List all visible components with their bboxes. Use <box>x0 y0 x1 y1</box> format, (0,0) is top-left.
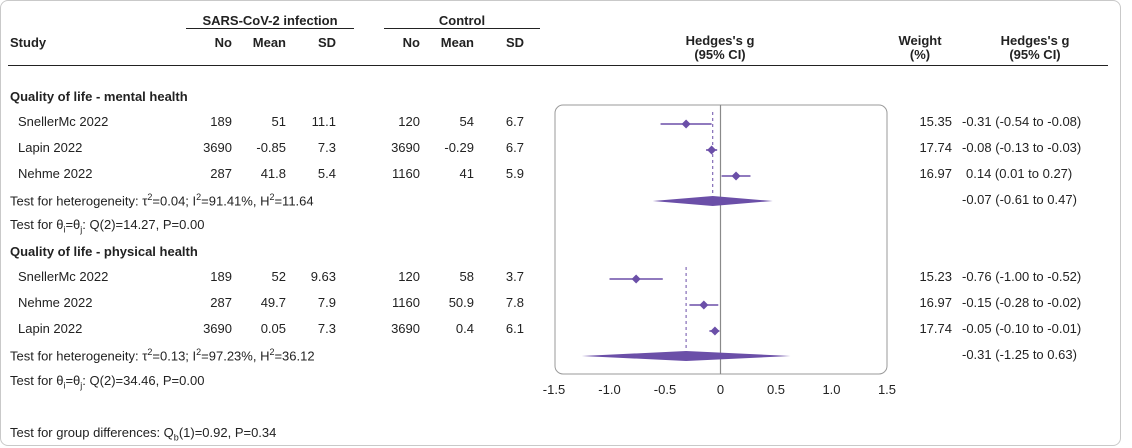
theta-test: Test for θi=θj: Q(2)=14.27, P=0.00 <box>10 217 205 235</box>
col-header-sd1: SD <box>317 35 336 50</box>
point-estimate-marker <box>699 300 709 310</box>
col-header-n2: No <box>402 35 420 50</box>
col-header-n1: No <box>214 35 232 50</box>
sd1-value: 9.63 <box>310 269 336 284</box>
pooled-diamond <box>581 351 791 361</box>
weight-header: Weight <box>898 33 942 48</box>
mean1-value: 41.8 <box>260 166 286 181</box>
n1-value: 287 <box>210 295 232 310</box>
x-tick-label: 0.5 <box>767 382 785 397</box>
sd1-value: 7.3 <box>317 321 336 336</box>
n2-value: 3690 <box>391 321 420 336</box>
study-name: SnellerMc 2022 <box>18 114 109 129</box>
sd2-value: 6.7 <box>505 114 524 129</box>
effect-header: Hedges's g <box>685 33 755 48</box>
sd1-value: 11.1 <box>311 114 336 129</box>
point-estimate-marker <box>707 145 717 155</box>
study-name: Lapin 2022 <box>18 321 83 336</box>
heterogeneity-test: Test for heterogeneity: τ2=0.04; I2=91.4… <box>10 192 314 209</box>
col-header-mean1: Mean <box>252 35 286 50</box>
n2-value: 1160 <box>392 295 420 310</box>
mean1-value: -0.85 <box>256 140 286 155</box>
study-name: Lapin 2022 <box>18 140 83 155</box>
n1-value: 3690 <box>203 140 232 155</box>
n2-value: 3690 <box>391 140 420 155</box>
group2-header: Control <box>384 13 540 29</box>
weight-unit-header: (%) <box>909 47 931 62</box>
n1-value: 189 <box>210 114 232 129</box>
sd1-value: 5.4 <box>317 166 336 181</box>
ci-text: -0.05 (-0.10 to -0.01) <box>962 321 1082 336</box>
point-estimate-marker <box>710 326 720 336</box>
mean2-value: 41 <box>459 166 474 181</box>
mean2-value: 54 <box>459 114 474 129</box>
mean2-value: 0.4 <box>455 321 474 336</box>
sd1-value: 7.3 <box>317 140 336 155</box>
n2-value: 120 <box>398 114 420 129</box>
weight-value: 15.35 <box>919 114 952 129</box>
sd2-value: 3.7 <box>505 269 524 284</box>
point-estimate-marker <box>731 171 741 181</box>
ci-text: -0.76 (-1.00 to -0.52) <box>962 269 1082 284</box>
point-estimate-marker <box>631 274 641 284</box>
mean2-value: -0.29 <box>444 140 474 155</box>
x-tick-label: 1.0 <box>822 382 840 397</box>
group-differences-test: Test for group differences: Qb(1)=0.92, … <box>10 425 277 443</box>
n2-value: 1160 <box>392 166 420 181</box>
ci-text: -0.31 (-0.54 to -0.08) <box>962 114 1082 129</box>
ci-text: -0.08 (-0.13 to -0.03) <box>962 140 1082 155</box>
sd2-value: 6.7 <box>505 140 524 155</box>
weight-value: 17.74 <box>919 140 952 155</box>
sd2-value: 5.9 <box>505 166 524 181</box>
sd2-value: 6.1 <box>505 321 524 336</box>
mean1-value: 49.7 <box>260 295 286 310</box>
n1-value: 189 <box>210 269 232 284</box>
n2-value: 120 <box>398 269 420 284</box>
n1-value: 287 <box>210 166 232 181</box>
mean2-value: 50.9 <box>448 295 474 310</box>
ci-text: -0.15 (-0.28 to -0.02) <box>962 295 1082 310</box>
x-tick-label: 0 <box>717 382 724 397</box>
group-title-mental: Quality of life - mental health <box>10 89 188 104</box>
x-tick-label: 1.5 <box>878 382 896 397</box>
ci-text: 0.14 (0.01 to 0.27) <box>966 166 1073 181</box>
group1-header: SARS-CoV-2 infection <box>186 13 354 29</box>
heterogeneity-test: Test for heterogeneity: τ2=0.13; I2=97.2… <box>10 347 315 364</box>
x-tick-label: -1.0 <box>598 382 620 397</box>
theta-test: Test for θi=θj: Q(2)=34.46, P=0.00 <box>10 373 205 391</box>
mean1-value: 51 <box>271 114 286 129</box>
pooled-ci-text: -0.31 (-1.25 to 0.63) <box>962 347 1077 362</box>
x-tick-label: -1.5 <box>543 382 565 397</box>
weight-value: 16.97 <box>919 166 952 181</box>
effect-ci-header: (95% CI) <box>694 47 746 62</box>
pooled-diamond <box>652 196 773 206</box>
study-name: SnellerMc 2022 <box>18 269 109 284</box>
weight-value: 16.97 <box>919 295 952 310</box>
study-column-header: Study <box>10 35 47 50</box>
effect-right-header: Hedges's g <box>1000 33 1070 48</box>
col-header-mean2: Mean <box>440 35 474 50</box>
n1-value: 3690 <box>203 321 232 336</box>
point-estimate-marker <box>681 119 691 129</box>
effect-right-ci-header: (95% CI) <box>1009 47 1061 62</box>
mean1-value: 52 <box>271 269 286 284</box>
weight-value: 17.74 <box>919 321 952 336</box>
study-name: Nehme 2022 <box>18 295 93 310</box>
x-tick-label: -0.5 <box>654 382 676 397</box>
study-name: Nehme 2022 <box>18 166 93 181</box>
col-header-sd2: SD <box>505 35 524 50</box>
mean1-value: 0.05 <box>260 321 286 336</box>
header-divider <box>8 65 1108 66</box>
group-title-physical: Quality of life - physical health <box>10 244 198 259</box>
pooled-ci-text: -0.07 (-0.61 to 0.47) <box>962 192 1077 207</box>
sd2-value: 7.8 <box>505 295 524 310</box>
weight-value: 15.23 <box>919 269 952 284</box>
sd1-value: 7.9 <box>317 295 336 310</box>
mean2-value: 58 <box>459 269 474 284</box>
